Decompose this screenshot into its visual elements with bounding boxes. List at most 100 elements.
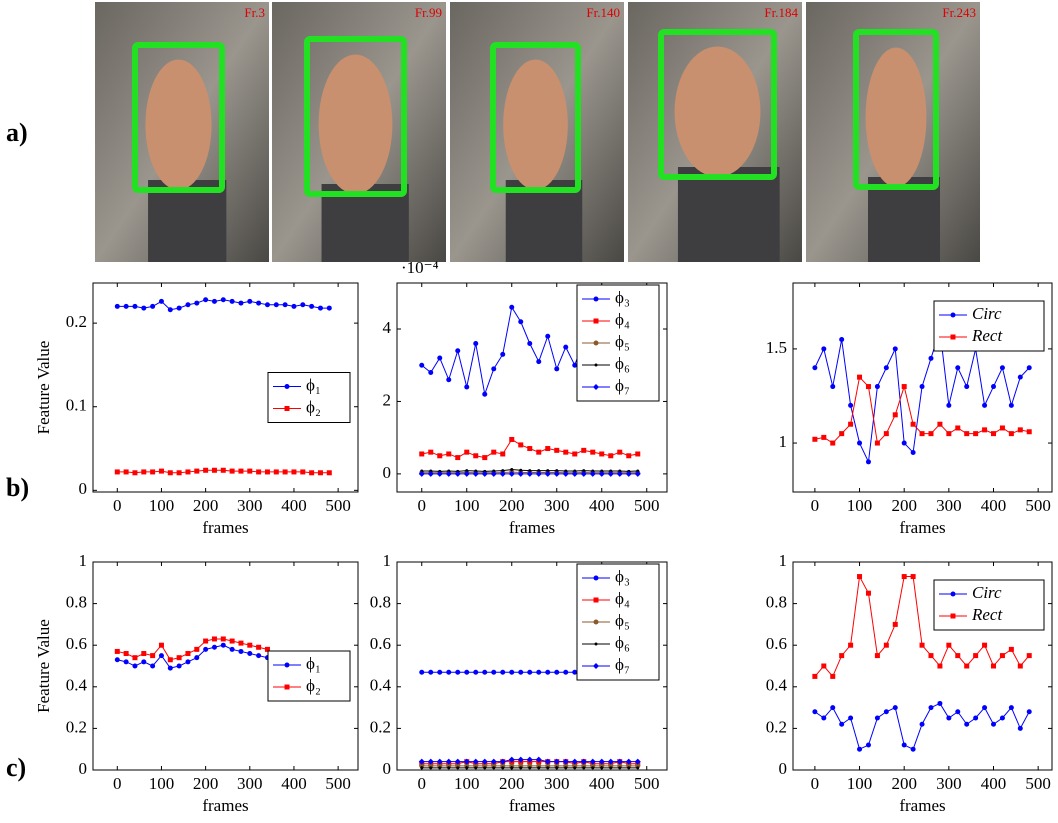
marker	[446, 669, 452, 675]
marker	[454, 470, 461, 477]
marker	[167, 657, 173, 663]
marker	[928, 431, 934, 437]
marker	[437, 453, 443, 459]
marker	[973, 431, 979, 437]
marker	[901, 384, 907, 390]
marker	[238, 468, 244, 474]
marker	[500, 669, 506, 675]
marker	[554, 763, 560, 769]
x-tick-label: 0	[418, 496, 427, 515]
marker	[593, 384, 599, 390]
legend-box	[576, 284, 660, 402]
plot-frame	[92, 561, 359, 771]
marker	[527, 446, 533, 452]
marker	[572, 669, 578, 675]
marker	[593, 296, 599, 302]
frame-label: Fr.3	[244, 5, 265, 20]
marker	[830, 440, 836, 446]
x-tick-label: 100	[149, 774, 175, 793]
marker	[626, 763, 632, 769]
x-tick-label: 300	[936, 774, 962, 793]
marker	[892, 621, 898, 627]
plot-frame	[396, 282, 668, 493]
marker	[901, 742, 907, 748]
marker	[490, 758, 497, 765]
marker	[964, 721, 970, 727]
marker	[999, 365, 1005, 371]
marker	[282, 469, 288, 475]
plot-frame	[792, 282, 1053, 493]
marker	[537, 469, 541, 473]
marker	[427, 470, 434, 477]
x-tick-label: 100	[847, 496, 873, 515]
bounding-box	[132, 42, 225, 193]
marker	[167, 470, 173, 476]
marker	[247, 651, 253, 657]
x-tick-label: 500	[1025, 774, 1051, 793]
x-tick-label: 300	[237, 496, 263, 515]
marker	[582, 469, 586, 473]
legend-label: ϕ₇	[615, 376, 630, 395]
marker	[1026, 709, 1032, 715]
marker	[428, 449, 434, 455]
x-tick-label: 0	[113, 496, 122, 515]
marker	[830, 384, 836, 390]
marker	[537, 766, 541, 770]
marker	[445, 758, 452, 765]
marker	[150, 303, 156, 309]
y-axis-label: Feature Value	[34, 341, 53, 435]
marker	[247, 468, 253, 474]
hand	[145, 59, 212, 190]
x-tick-label: 200	[891, 774, 917, 793]
marker	[955, 709, 961, 715]
y-tick-label: 2	[383, 390, 392, 409]
x-tick-label: 100	[847, 774, 873, 793]
marker	[545, 333, 551, 339]
bounding-box	[853, 29, 939, 190]
marker	[247, 298, 253, 304]
marker	[901, 440, 907, 446]
legend-label: ϕ₂	[306, 676, 321, 695]
marker	[492, 766, 496, 770]
marker	[919, 721, 925, 727]
marker	[865, 742, 871, 748]
y-tick-label: 0.2	[766, 717, 787, 736]
x-axis-label: frames	[899, 796, 945, 815]
x-tick-label: 400	[281, 774, 307, 793]
x-tick-label: 300	[544, 496, 570, 515]
marker	[1008, 402, 1014, 408]
marker	[964, 663, 970, 669]
marker	[264, 646, 270, 652]
marker	[634, 470, 641, 477]
marker	[946, 715, 952, 721]
marker	[291, 303, 297, 309]
marker	[141, 659, 147, 665]
marker	[247, 642, 253, 648]
marker	[955, 365, 961, 371]
marker	[555, 469, 559, 473]
marker	[491, 366, 497, 372]
x-tick-label: 100	[149, 496, 175, 515]
marker	[229, 646, 235, 652]
marker	[848, 715, 854, 721]
marker	[473, 763, 479, 769]
marker	[185, 651, 191, 657]
marker	[950, 334, 956, 340]
marker	[176, 305, 182, 311]
x-tick-label: 500	[325, 774, 351, 793]
marker	[284, 662, 290, 668]
marker	[928, 705, 934, 711]
marker	[874, 384, 880, 390]
marker	[857, 574, 863, 580]
arm	[505, 180, 583, 262]
marker	[273, 469, 279, 475]
marker	[839, 336, 845, 342]
marker	[419, 362, 425, 368]
marker	[594, 363, 598, 367]
marker	[830, 705, 836, 711]
marker	[482, 391, 488, 397]
marker	[1017, 374, 1023, 380]
marker	[973, 653, 979, 659]
marker	[132, 470, 138, 476]
x-axis-label: frames	[202, 796, 248, 815]
